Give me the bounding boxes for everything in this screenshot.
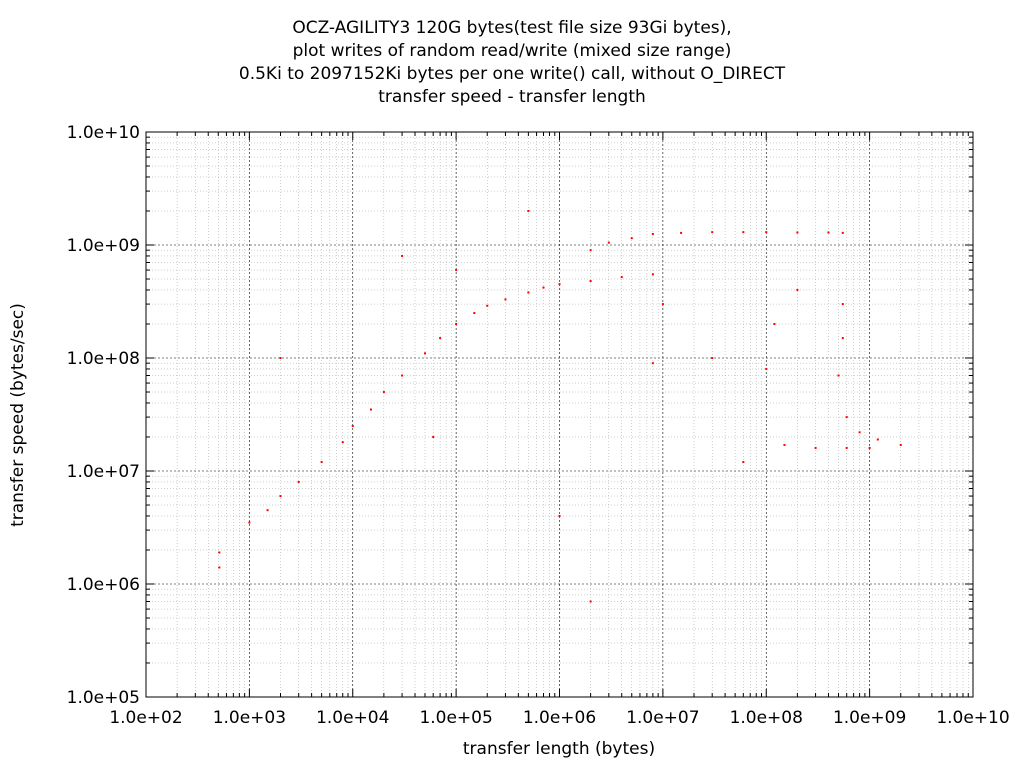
data-point	[558, 514, 561, 517]
y-axis-label: transfer speed (bytes/sec)	[8, 303, 28, 527]
data-point	[341, 441, 344, 444]
data-point	[661, 303, 664, 306]
data-point	[845, 416, 848, 419]
data-point	[218, 551, 221, 554]
y-tick-label: 1.0e+07	[67, 462, 140, 482]
y-tick-label: 1.0e+06	[67, 575, 140, 595]
data-point	[558, 283, 561, 286]
x-tick-label: 1.0e+06	[523, 708, 596, 728]
data-point	[711, 357, 714, 359]
y-tick-label: 1.0e+05	[67, 688, 140, 708]
data-point	[297, 480, 300, 483]
data-point	[589, 249, 592, 252]
data-points	[218, 209, 902, 603]
data-point	[432, 435, 435, 438]
data-point	[527, 209, 530, 212]
data-point	[814, 446, 817, 449]
data-point	[858, 431, 861, 434]
data-point	[382, 391, 385, 394]
data-point	[899, 443, 902, 446]
x-tick-label: 1.0e+07	[626, 708, 699, 728]
x-tick-label: 1.0e+08	[730, 708, 803, 728]
data-point	[796, 288, 799, 291]
data-point	[620, 276, 623, 279]
data-point	[401, 374, 404, 377]
data-point	[841, 303, 844, 306]
data-point	[542, 286, 545, 289]
chart-title-line-4: transfer speed - transfer length	[378, 87, 646, 107]
data-point	[279, 357, 282, 359]
data-point	[876, 438, 879, 441]
x-tick-label: 1.0e+10	[936, 708, 1009, 728]
data-point	[651, 273, 654, 276]
data-point	[630, 237, 633, 240]
data-point	[827, 231, 830, 234]
data-point	[589, 600, 592, 603]
data-point	[320, 461, 323, 464]
data-point	[742, 461, 745, 464]
data-point	[473, 312, 476, 315]
x-tick-label: 1.0e+04	[316, 708, 389, 728]
data-point	[742, 231, 745, 234]
data-point	[841, 231, 844, 234]
data-point	[651, 362, 654, 365]
data-point	[783, 443, 786, 446]
data-point	[527, 291, 530, 294]
data-point	[266, 509, 269, 512]
data-point	[607, 241, 610, 244]
chart-title-line-3: 0.5Ki to 2097152Ki bytes per one write()…	[238, 64, 786, 84]
data-point	[837, 374, 840, 377]
data-point	[868, 446, 871, 449]
data-point	[218, 566, 221, 569]
y-tick-label: 1.0e+10	[67, 123, 140, 143]
x-tick-label: 1.0e+05	[419, 708, 492, 728]
data-point	[796, 231, 799, 234]
data-point	[765, 231, 768, 234]
data-point	[773, 322, 776, 325]
data-point	[845, 446, 848, 449]
data-point	[455, 269, 458, 272]
data-point	[711, 231, 714, 234]
data-point	[248, 521, 251, 524]
y-tick-label: 1.0e+09	[67, 236, 140, 256]
x-axis-label: transfer length (bytes)	[462, 739, 656, 759]
data-point	[504, 298, 507, 301]
x-tick-label: 1.0e+02	[109, 708, 182, 728]
y-tick-label: 1.0e+08	[67, 349, 140, 369]
data-point	[651, 233, 654, 236]
x-tick-label: 1.0e+03	[213, 708, 286, 728]
axis-ticks: 1.0e+02 1.0e+03 1.0e+04 1.0e+05 1.0e+06 1.0e+…	[67, 123, 1010, 728]
data-point	[680, 231, 683, 234]
chart-title-line-1: OCZ-AGILITY3 120G bytes(test file size 9…	[292, 18, 732, 38]
data-point	[589, 280, 592, 283]
data-point	[765, 367, 768, 370]
data-point	[351, 425, 354, 428]
data-point	[841, 337, 844, 340]
data-point	[439, 337, 442, 340]
data-point	[486, 304, 489, 307]
x-tick-label: 1.0e+09	[833, 708, 906, 728]
chart-title-line-2: plot writes of random read/write (mixed …	[292, 41, 732, 61]
data-point	[455, 322, 458, 325]
data-point	[401, 254, 404, 257]
data-point	[279, 495, 282, 498]
grid-lines	[145, 131, 974, 698]
data-point	[424, 352, 427, 355]
data-point	[369, 408, 372, 411]
